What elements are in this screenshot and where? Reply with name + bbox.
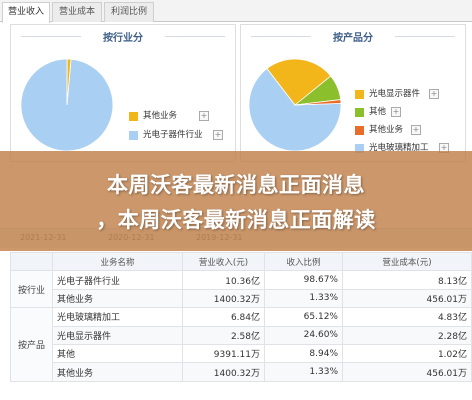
table-cell: 其他业务 (52, 362, 183, 382)
table-cell: 8.13亿 (342, 270, 472, 290)
legend-label: 光电显示器件 (369, 89, 421, 99)
tab-revenue[interactable]: 营业收入 (2, 2, 50, 23)
legend-swatch (355, 126, 364, 135)
table-cell: 98.67% (264, 270, 343, 290)
tab-cost[interactable]: 营业成本 (52, 2, 102, 22)
row-group-label: 按行业 (10, 270, 53, 309)
pie-slice-其他业务[interactable] (66, 58, 72, 106)
table-cell: 456.01万 (342, 288, 472, 309)
table-cell: 其他业务 (52, 288, 183, 309)
industry-panel-title: 按行业分 (11, 29, 235, 44)
tab-profit-ratio[interactable]: 利润比例 (104, 2, 154, 22)
table-cell: 9391.11万 (182, 343, 265, 364)
pie-slice-光电显示器件[interactable] (266, 58, 332, 106)
table-cell: 2.58亿 (182, 325, 265, 345)
table-row: 按产品 光电玻璃精加工 6.84亿 65.12% 4.83亿 (10, 307, 472, 382)
table-cell: 光电玻璃精加工 (52, 307, 183, 327)
table-header: 营业收入(元) (182, 251, 265, 272)
table-header: 营业成本(元) (342, 251, 472, 272)
expand-plus-icon[interactable]: + (429, 89, 439, 99)
industry-pie-chart (20, 58, 114, 152)
table-cell: 光电子器件行业 (52, 270, 183, 290)
product-panel-title: 按产品分 (241, 29, 465, 44)
tab-bar: 营业收入 营业成本 利润比例 (0, 0, 472, 23)
table-cell: 8.94% (264, 343, 343, 364)
industry-pie-panel: 按行业分 其他业务 + 光电子器件行业 + (10, 24, 236, 162)
table-cell: 10.36亿 (182, 270, 265, 290)
table-cell: 24.60% (264, 325, 343, 345)
pie-slice-光电玻璃精加工[interactable] (248, 67, 342, 152)
table-cell: 其他 (52, 343, 183, 364)
table-cell: 4.83亿 (342, 307, 472, 327)
expand-plus-icon[interactable]: + (213, 130, 223, 140)
pie-slice-其他业务[interactable] (294, 99, 342, 106)
table-header-group (10, 251, 53, 272)
industry-title-text: 按行业分 (103, 33, 143, 44)
product-pie-chart (248, 58, 342, 152)
product-pie-panel: 按产品分 光电显示器件 + 其他 + 其他业务 + 光电玻璃精加工 + (240, 24, 466, 162)
table-cell: 1400.32万 (182, 362, 265, 382)
table-header: 收入比例 (264, 251, 343, 272)
legend-swatch (129, 112, 138, 121)
product-legend: 光电显示器件 + 其他 + 其他业务 + 光电玻璃精加工 + (355, 89, 465, 161)
table-cell: 1.33% (264, 362, 343, 382)
table-cell: 456.01万 (342, 362, 472, 382)
table-row: 其他业务 1400.32万 1.33% 456.01万 (11, 288, 472, 309)
product-title-text: 按产品分 (333, 33, 373, 44)
table-cell: 光电显示器件 (52, 325, 183, 345)
table-row: 其他 9391.11万 8.94% 1.02亿 (11, 343, 472, 364)
expand-plus-icon[interactable]: + (199, 111, 209, 121)
table-row: 按行业 光电子器件行业 10.36亿 98.67% 8.13亿 (10, 270, 472, 309)
legend-label: 其他业务 (143, 111, 178, 121)
table-cell: 1400.32万 (182, 288, 265, 309)
legend-swatch (355, 144, 364, 153)
legend-label: 其他 (369, 107, 387, 117)
industry-legend: 其他业务 + 光电子器件行业 + (129, 111, 229, 151)
row-group-label: 按产品 (10, 307, 53, 382)
legend-swatch (129, 131, 138, 140)
table-cell: 1.02亿 (342, 343, 472, 364)
expand-plus-icon[interactable]: + (411, 125, 421, 135)
legend-label: 光电子器件行业 (143, 130, 203, 140)
table-cell: 65.12% (264, 307, 343, 327)
headline-banner: 本周沃客最新消息正面消息 ，本周沃客最新消息正面解读 (0, 151, 472, 251)
legend-label: 光电玻璃精加工 (369, 143, 429, 153)
headline-line-2: ，本周沃客最新消息正面解读 (96, 208, 376, 232)
table-cell: 2.28亿 (342, 325, 472, 345)
table-row: 光电显示器件 2.58亿 24.60% 2.28亿 (11, 325, 472, 345)
legend-swatch (355, 90, 364, 99)
table-header-row: 业务名称 营业收入(元) 收入比例 营业成本(元) (10, 251, 472, 272)
expand-plus-icon[interactable]: + (391, 107, 401, 117)
table-cell: 1.33% (264, 288, 343, 309)
table-cell: 6.84亿 (182, 307, 265, 327)
headline-line-1: 本周沃客最新消息正面消息 (107, 173, 365, 197)
legend-label: 其他业务 (369, 125, 404, 135)
table-row: 其他业务 1400.32万 1.33% 456.01万 (11, 362, 472, 382)
table-header: 业务名称 (52, 251, 183, 272)
business-breakdown-table: 业务名称 营业收入(元) 收入比例 营业成本(元) 按行业 光电子器件行业 10… (10, 251, 472, 382)
legend-swatch (355, 108, 364, 117)
